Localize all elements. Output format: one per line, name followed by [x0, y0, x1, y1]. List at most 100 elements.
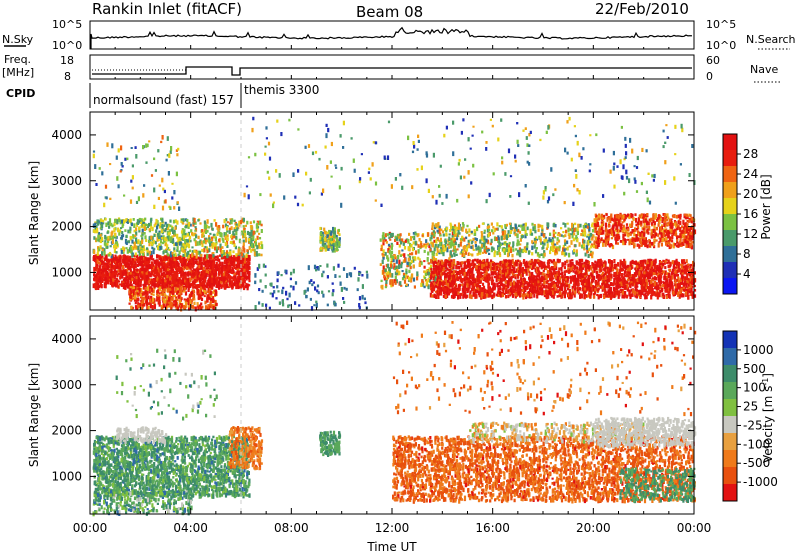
heatmap-cell [171, 196, 174, 200]
heatmap-cell [319, 241, 323, 244]
heatmap-cell [257, 244, 260, 249]
heatmap-cell [187, 277, 190, 280]
heatmap-cell [258, 253, 261, 257]
heatmap-cell [113, 257, 116, 260]
heatmap-cell [113, 281, 116, 287]
heatmap-cell [171, 302, 174, 306]
heatmap-cell [380, 279, 383, 283]
heatmap-cell [219, 233, 222, 238]
heatmap-cell [149, 295, 153, 299]
heatmap-cell [243, 286, 246, 291]
heatmap-cell [114, 269, 117, 273]
heatmap-cell [141, 255, 144, 261]
heatmap-cell [243, 227, 246, 230]
heatmap-cell [187, 243, 191, 249]
heatmap-cell [429, 248, 432, 252]
heatmap-cell [212, 233, 215, 238]
heatmap-cell [426, 242, 429, 246]
heatmap-cell [107, 239, 110, 243]
heatmap-cell [380, 244, 383, 249]
heatmap-cell [122, 284, 125, 290]
heatmap-cell [434, 276, 437, 281]
heatmap-cell [173, 232, 176, 237]
heatmap-cell [197, 262, 200, 267]
heatmap-cell [412, 232, 415, 235]
heatmap-cell [254, 241, 257, 246]
heatmap-cell [128, 291, 132, 296]
heatmap-cell [240, 272, 244, 276]
heatmap-cell [227, 270, 230, 273]
heatmap-cell [128, 266, 131, 271]
heatmap-cell [189, 284, 192, 288]
heatmap-cell [185, 266, 188, 271]
heatmap-cell [199, 277, 202, 283]
heatmap-cell [157, 286, 160, 289]
heatmap-cell [214, 278, 217, 283]
heatmap-cell [221, 246, 224, 249]
heatmap-cell [173, 243, 176, 247]
heatmap-cell [149, 266, 152, 270]
heatmap-cell [215, 303, 218, 307]
heatmap-cell [229, 280, 232, 285]
heatmap-cell [451, 234, 454, 239]
heatmap-cell [328, 242, 331, 247]
heatmap-cell [227, 264, 231, 267]
heatmap-cell [167, 225, 170, 229]
heatmap-cell [107, 235, 110, 241]
heatmap-cell [146, 252, 149, 256]
heatmap-cell [120, 169, 123, 172]
heatmap-cell [245, 285, 248, 289]
heatmap-cell [450, 254, 453, 258]
heatmap-cell [131, 246, 135, 251]
heatmap-cell [162, 256, 166, 259]
heatmap-cell [186, 219, 189, 223]
heatmap-cell [130, 147, 133, 149]
heatmap-cell [93, 236, 96, 240]
heatmap-cell [401, 249, 404, 252]
heatmap-cell [107, 266, 110, 269]
heatmap-cell [242, 227, 246, 233]
heatmap-cell [385, 277, 388, 281]
heatmap-cell [203, 278, 206, 282]
heatmap-cell [395, 271, 398, 275]
heatmap-cell [449, 250, 452, 253]
heatmap-cell [164, 299, 167, 304]
heatmap-cell [224, 236, 227, 240]
heatmap-cell [129, 288, 132, 291]
heatmap-cell [214, 299, 217, 305]
heatmap-cell [134, 305, 138, 309]
heatmap-cell [205, 269, 208, 274]
heatmap-cell [129, 286, 132, 290]
heatmap-cell [220, 232, 223, 238]
heatmap-cell [432, 256, 436, 261]
heatmap-cell [156, 220, 159, 224]
heatmap-cell [110, 274, 113, 277]
heatmap-cell [144, 261, 147, 264]
heatmap-cell [150, 254, 153, 258]
heatmap-cell [176, 263, 179, 267]
heatmap-cell [177, 241, 180, 244]
heatmap-cell [167, 272, 170, 275]
heatmap-cell [166, 271, 169, 277]
heatmap-cell [384, 233, 387, 238]
heatmap-cell [114, 254, 117, 259]
heatmap-cell [195, 257, 198, 260]
heatmap-cell [404, 239, 407, 243]
heatmap-cell [209, 301, 212, 306]
heatmap-cell [403, 279, 407, 284]
heatmap-cell [129, 250, 132, 253]
heatmap-cell [181, 258, 184, 263]
heatmap-cell [183, 259, 186, 263]
heatmap-cell [122, 258, 125, 264]
heatmap-cell [172, 253, 175, 257]
heatmap-cell [217, 246, 220, 251]
heatmap-cell [237, 285, 240, 290]
heatmap-cell [164, 221, 167, 225]
heatmap-cell [148, 287, 151, 292]
heatmap-cell [235, 236, 238, 239]
heatmap-cell [394, 256, 397, 260]
heatmap-cell [232, 250, 235, 254]
heatmap-cell [189, 277, 192, 283]
heatmap-cell [250, 239, 253, 245]
heatmap-cell [408, 261, 411, 267]
